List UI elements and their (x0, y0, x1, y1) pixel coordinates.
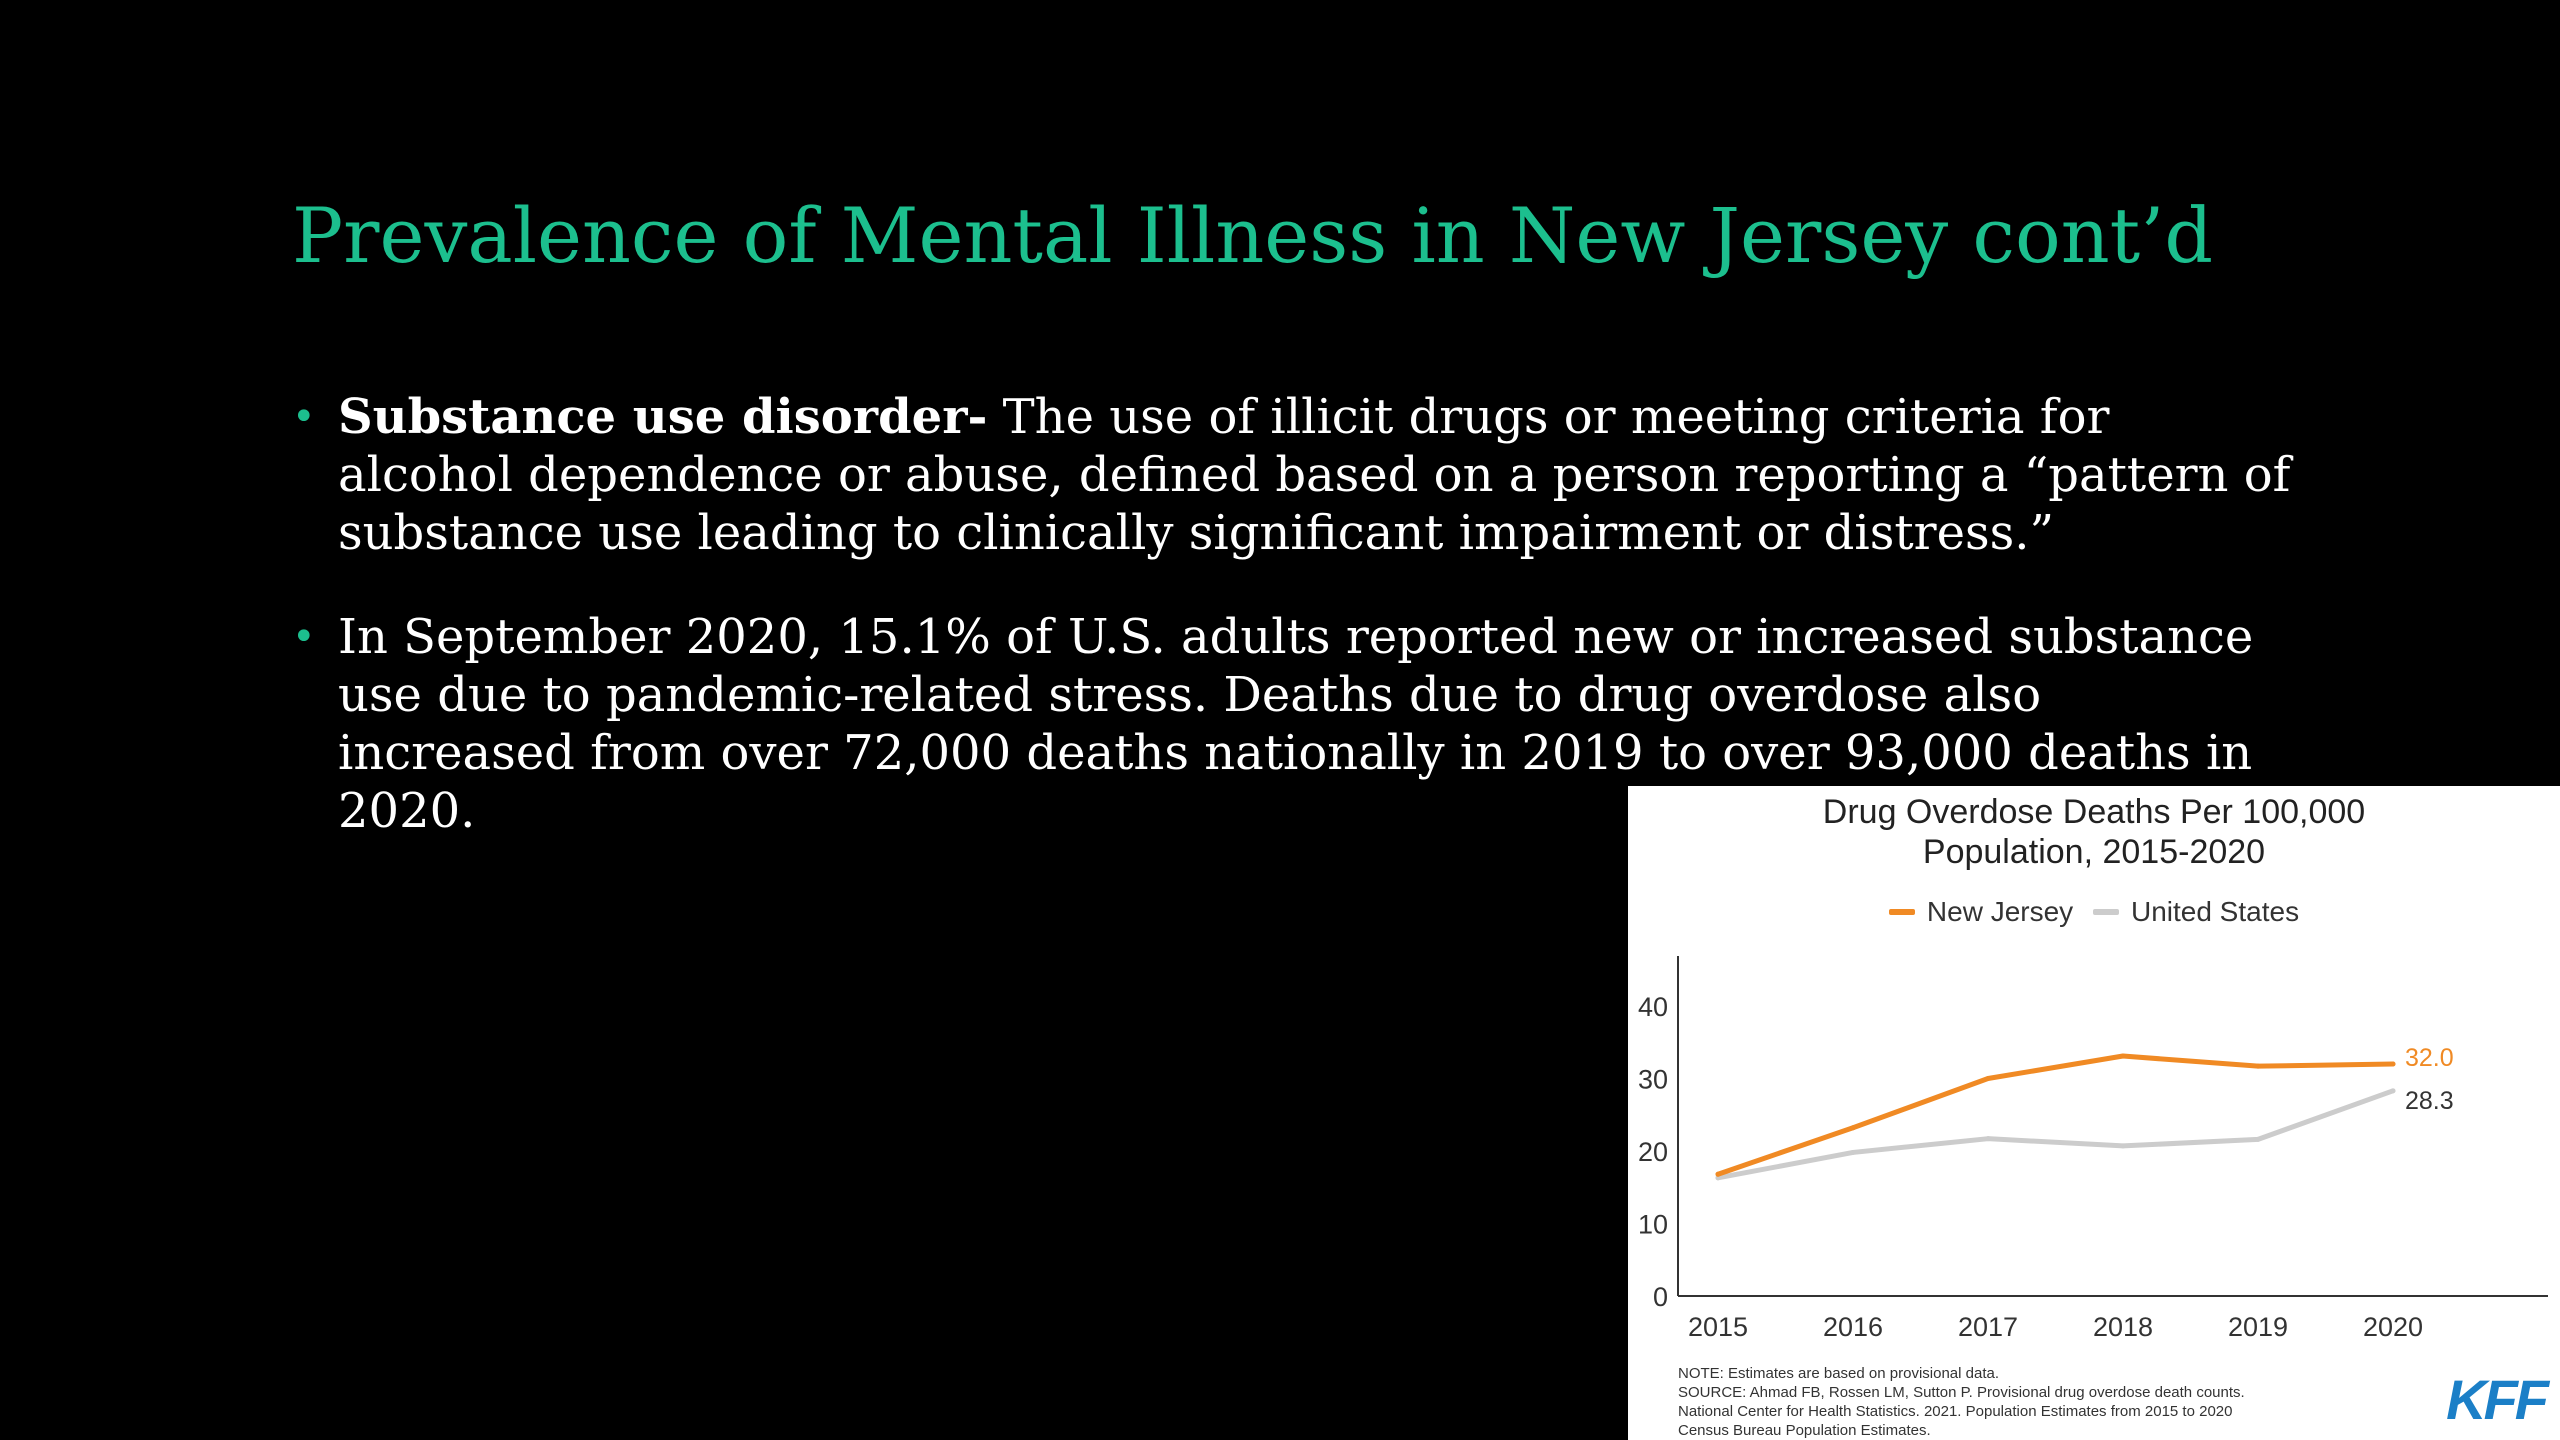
data-point-united-states (1715, 1175, 1721, 1181)
data-point-united-states (2255, 1136, 2261, 1142)
x-tick-label: 2019 (2228, 1312, 2288, 1342)
bullet-list: • Substance use disorder- The use of ill… (292, 388, 2292, 840)
y-tick-label: 40 (1638, 992, 1668, 1022)
x-tick-label: 2017 (1958, 1312, 2018, 1342)
x-tick-label: 2018 (2093, 1312, 2153, 1342)
bullet-dot: • (292, 394, 316, 440)
data-point-united-states (2390, 1088, 2396, 1094)
end-label-new-jersey: 32.0 (2405, 1044, 2454, 1072)
chart-source-line: Census Bureau Population Estimates. (1678, 1422, 1931, 1439)
data-point-new-jersey (2255, 1063, 2261, 1069)
bullet-dot: • (292, 614, 316, 660)
chart-legend: New Jersey United States (1628, 890, 2560, 928)
series-line-new-jersey (1715, 1053, 2396, 1177)
data-point-united-states (2120, 1143, 2126, 1149)
data-point-new-jersey (2390, 1061, 2396, 1067)
chart-source-line: National Center for Health Statistics. 2… (1678, 1403, 2233, 1420)
end-label-united-states: 28.3 (2405, 1087, 2454, 1115)
data-point-united-states (1985, 1136, 1991, 1142)
data-point-united-states (1850, 1149, 1856, 1155)
y-tick-label: 30 (1638, 1065, 1668, 1095)
legend-item-new-jersey: New Jersey (1888, 896, 2074, 928)
line-chart: 0 10 20 30 40 2015 2016 2017 2018 2019 2020 32.0 28.… (1638, 956, 2548, 1342)
slide-title: Prevalence of Mental Illness in New Jers… (292, 191, 2214, 280)
bullet-text: The use of illicit drugs or meeting crit… (338, 389, 2291, 561)
bullet-term: Substance use disorder- (338, 389, 988, 445)
y-tick-label: 20 (1638, 1137, 1668, 1167)
bullet-item-pandemic-stats: • In September 2020, 15.1% of U.S. adult… (292, 608, 2292, 840)
legend-label-united-states: United States (2130, 896, 2300, 927)
chart-note: NOTE: Estimates are based on provisional… (1678, 1365, 1999, 1382)
legend-label-new-jersey: New Jersey (1926, 896, 2074, 927)
bullet-item-substance-use: • Substance use disorder- The use of ill… (292, 388, 2292, 562)
data-point-new-jersey (1985, 1076, 1991, 1081)
legend-swatch-united-states (2092, 909, 2119, 915)
chart-title: Drug Overdose Deaths Per 100,000 Populat… (1628, 792, 2560, 872)
data-point-new-jersey (2120, 1053, 2126, 1059)
data-point-new-jersey (1715, 1171, 1721, 1177)
kff-logo: KFF (2446, 1368, 2549, 1431)
chart-notes: NOTE: Estimates are based on provisional… (1678, 1364, 2438, 1440)
x-tick-label: 2016 (1823, 1312, 1883, 1342)
chart-source-line: SOURCE: Ahmad FB, Rossen LM, Sutton P. P… (1678, 1384, 2245, 1401)
chart-title-line1: Drug Overdose Deaths Per 100,000 (1822, 793, 2366, 831)
y-tick-label: 0 (1653, 1282, 1668, 1312)
bullet-text: In September 2020, 15.1% of U.S. adults … (338, 609, 2254, 839)
chart-title-line2: Population, 2015-2020 (1922, 833, 2266, 871)
legend-swatch-new-jersey (1888, 909, 1915, 915)
y-tick-label: 10 (1638, 1210, 1668, 1240)
legend-item-united-states: United States (2092, 896, 2300, 928)
chart-panel: Drug Overdose Deaths Per 100,000 Populat… (1628, 786, 2560, 1440)
x-tick-label: 2015 (1688, 1312, 1748, 1342)
series-line-united-states (1715, 1088, 2396, 1181)
data-point-new-jersey (1850, 1125, 1856, 1131)
x-tick-label: 2020 (2363, 1312, 2423, 1342)
